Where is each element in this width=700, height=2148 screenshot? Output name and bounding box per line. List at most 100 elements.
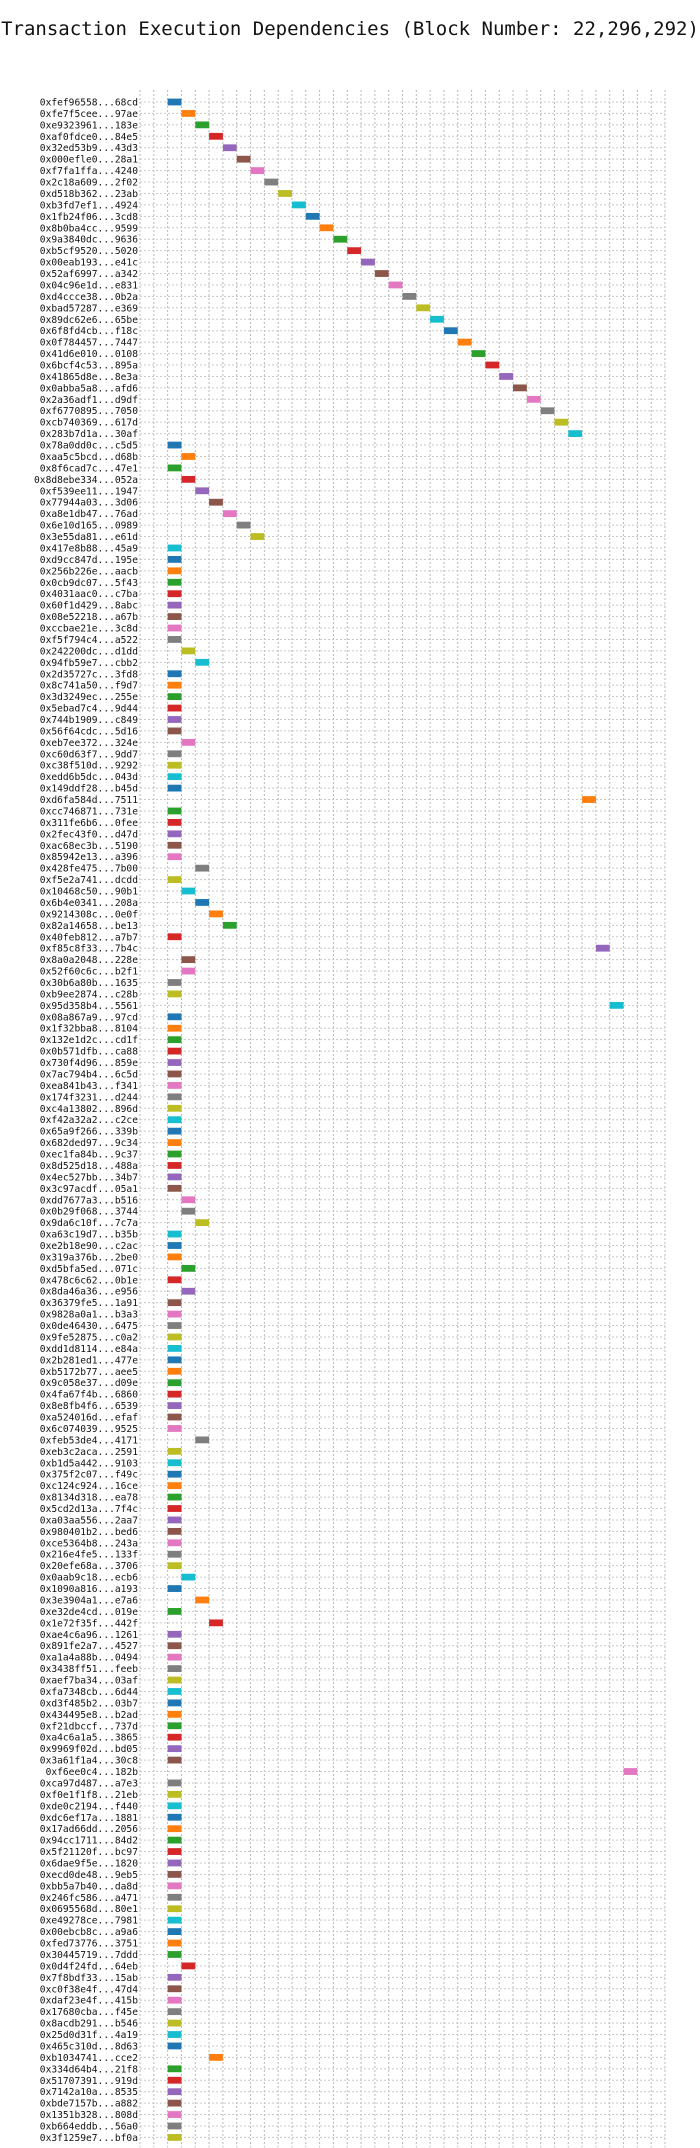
transaction-bar bbox=[181, 647, 196, 655]
transaction-label: 0x8a0a2048...228e bbox=[40, 955, 138, 966]
transaction-label: 0x25d0d31f...4a19 bbox=[40, 2030, 138, 2041]
transaction-bar bbox=[167, 1710, 182, 1718]
transaction-label: 0x82a14658...be13 bbox=[40, 921, 138, 932]
transaction-label: 0x980401b2...bed6 bbox=[40, 1527, 138, 1538]
transaction-bar bbox=[167, 1505, 182, 1512]
transaction-label: 0x8e8fb4f6...6539 bbox=[40, 1401, 138, 1412]
transaction-bar bbox=[167, 1779, 182, 1787]
transaction-label: 0x77944a03...3d06 bbox=[40, 498, 138, 509]
transaction-bar bbox=[181, 1207, 196, 1215]
transaction-bar bbox=[305, 212, 320, 220]
transaction-bar bbox=[167, 1802, 182, 1810]
chart-title: Transaction Execution Dependencies (Bloc… bbox=[1, 18, 699, 40]
transaction-label: 0xccbae21e...3c8d bbox=[40, 624, 138, 635]
transaction-label: 0x9214308c...0e0f bbox=[40, 909, 138, 920]
transaction-bar bbox=[167, 1516, 182, 1524]
transaction-bar bbox=[457, 338, 472, 346]
transaction-label: 0x1f32bba8...8104 bbox=[40, 1024, 138, 1035]
transaction-bar bbox=[250, 167, 265, 175]
transaction-label: 0x0b571dfb...ca88 bbox=[40, 1047, 138, 1058]
transaction-bar bbox=[167, 636, 182, 643]
transaction-label: 0x8b0ba4cc...9599 bbox=[40, 223, 138, 234]
transaction-bar bbox=[167, 1585, 182, 1592]
transaction-label: 0x6dae9f5e...1820 bbox=[40, 1858, 138, 1869]
transaction-label: 0x428fe475...7b00 bbox=[40, 864, 138, 875]
transaction-bar bbox=[181, 475, 196, 483]
transaction-label: 0xb1d5a442...9103 bbox=[40, 1458, 138, 1469]
transaction-bar bbox=[167, 1733, 182, 1741]
transaction-label: 0x3d3249ec...255e bbox=[40, 692, 138, 703]
transaction-label: 0xb9ee2874...c28b bbox=[40, 989, 138, 1000]
transaction-label: 0xf5f794c4...a522 bbox=[40, 635, 138, 646]
transaction-bar bbox=[167, 1928, 182, 1935]
transaction-bar bbox=[416, 304, 431, 312]
transaction-label: 0x32ed53b9...43d3 bbox=[40, 143, 138, 154]
transaction-label: 0x465c310d...8d63 bbox=[40, 2041, 138, 2052]
transaction-bar bbox=[167, 1139, 182, 1146]
transaction-label: 0x417e8b88...45a9 bbox=[40, 543, 138, 554]
transaction-bar bbox=[195, 899, 210, 906]
transaction-bar bbox=[167, 784, 182, 792]
transaction-bar bbox=[167, 773, 182, 781]
transaction-label: 0x00ebcb8c...a9a6 bbox=[40, 1927, 138, 1938]
transaction-label: 0x246fc586...a471 bbox=[40, 1893, 138, 1904]
transaction-bar bbox=[167, 1985, 182, 1993]
transaction-label: 0x3e3904a1...e7a6 bbox=[40, 1595, 138, 1606]
transaction-bar bbox=[167, 1024, 182, 1032]
transaction-bar bbox=[167, 2122, 182, 2130]
transaction-bar bbox=[278, 190, 292, 197]
transaction-bar bbox=[167, 750, 182, 758]
transaction-bar bbox=[167, 2008, 182, 2016]
transaction-bar bbox=[209, 132, 223, 140]
transaction-label: 0xd3f485b2...03b7 bbox=[40, 1698, 138, 1709]
transaction-label: 0xfa7348cb...6d44 bbox=[40, 1687, 138, 1698]
transaction-label: 0x682ded97...9c34 bbox=[40, 1138, 138, 1149]
transaction-label: 0x174f3231...d244 bbox=[40, 1092, 138, 1103]
transaction-label: 0x0695568d...80e1 bbox=[40, 1904, 138, 1915]
transaction-bar bbox=[167, 807, 182, 815]
transaction-bar bbox=[347, 247, 362, 255]
transaction-bar bbox=[167, 2111, 182, 2118]
transaction-bar bbox=[222, 144, 237, 152]
transaction-label: 0xdc6ef17a...1881 bbox=[40, 1813, 138, 1824]
transaction-bar bbox=[499, 373, 514, 380]
transaction-label: 0x08e52218...a67b bbox=[40, 612, 138, 623]
transaction-label: 0xa63c19d7...b35b bbox=[40, 1230, 138, 1241]
transaction-bar bbox=[167, 1242, 182, 1249]
transaction-bar bbox=[236, 155, 251, 163]
transaction-bar bbox=[167, 1653, 182, 1661]
transaction-label: 0x242200dc...d1dd bbox=[40, 646, 138, 657]
transaction-label: 0x744b1909...c849 bbox=[40, 715, 138, 726]
transaction-label: 0x89dc62e6...65be bbox=[40, 315, 138, 326]
transaction-bar bbox=[167, 1699, 182, 1707]
transaction-bar bbox=[167, 1276, 182, 1284]
transaction-label: 0xdaf23e4f...415b bbox=[40, 1996, 138, 2007]
transaction-label: 0xbde7157b...a882 bbox=[40, 2099, 138, 2110]
transaction-bar bbox=[167, 1939, 182, 1947]
transaction-label: 0xd9cc847d...195e bbox=[40, 555, 138, 566]
transaction-label: 0xeb3c2aca...2591 bbox=[40, 1447, 138, 1458]
transaction-label: 0xde0c2194...f440 bbox=[40, 1801, 138, 1812]
transaction-bar bbox=[167, 1082, 182, 1089]
transaction-bar bbox=[540, 407, 555, 415]
transaction-bar bbox=[167, 1482, 182, 1490]
transaction-label: 0x2b281ed1...477e bbox=[40, 1355, 138, 1366]
transaction-bar bbox=[181, 110, 196, 117]
transaction-bar bbox=[485, 361, 500, 369]
transaction-label: 0x319a376b...2be0 bbox=[40, 1252, 138, 1263]
transaction-label: 0xa03aa556...2aa7 bbox=[40, 1515, 138, 1526]
transaction-label: 0xea841b43...f341 bbox=[40, 1081, 138, 1092]
transaction-bar bbox=[167, 1676, 182, 1684]
transaction-label: 0xf85c8f33...7b4c bbox=[40, 944, 138, 955]
transaction-bar bbox=[167, 1813, 182, 1821]
transaction-label: 0xb5172b77...aee5 bbox=[40, 1367, 138, 1378]
transaction-label: 0xa1a4a88b...0494 bbox=[40, 1653, 138, 1664]
transaction-bar bbox=[167, 1871, 182, 1878]
transaction-bar bbox=[167, 544, 182, 552]
transaction-label: 0xeb7ee372...324e bbox=[40, 738, 138, 749]
transaction-bar bbox=[195, 487, 210, 495]
transaction-label: 0x8134d318...ea78 bbox=[40, 1493, 138, 1504]
transaction-label: 0xbad57287...e369 bbox=[40, 303, 138, 314]
transaction-bar bbox=[209, 1619, 223, 1627]
transaction-bar bbox=[167, 1367, 182, 1375]
